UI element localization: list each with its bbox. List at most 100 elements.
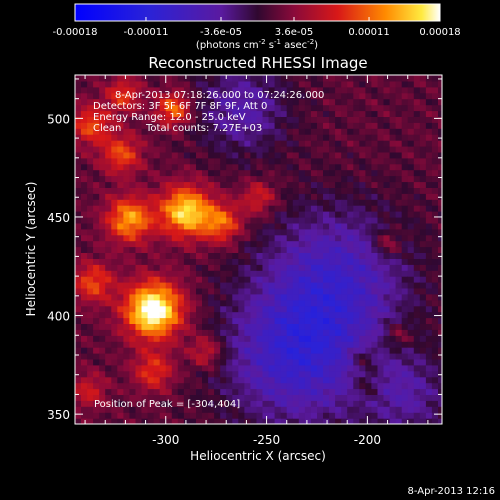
heatmap-cell: [147, 80, 155, 88]
heatmap-cell: [196, 311, 203, 319]
heatmap-cell: [365, 287, 372, 295]
heatmap-cell: [274, 199, 282, 206]
heatmap-cell: [280, 157, 288, 165]
heatmap-cell: [208, 146, 215, 153]
heatmap-cell: [347, 388, 354, 395]
heatmap-cell: [117, 75, 124, 82]
heatmap-cell: [75, 140, 82, 147]
heatmap-cell: [401, 116, 409, 123]
heatmap-cell: [202, 222, 209, 230]
heatmap-cell: [286, 252, 294, 259]
heatmap-cell: [401, 382, 409, 390]
heatmap-cell: [183, 246, 191, 253]
heatmap-cell: [274, 211, 282, 218]
heatmap-cell: [165, 199, 173, 206]
heatmap-cell: [196, 299, 203, 307]
heatmap-cell: [389, 234, 397, 242]
heatmap-cell: [371, 169, 378, 177]
heatmap-cell: [389, 370, 397, 378]
heatmap-cell: [123, 75, 130, 82]
heatmap-cell: [123, 217, 130, 224]
heatmap-cell: [407, 75, 415, 82]
heatmap-cell: [317, 353, 324, 360]
heatmap-cell: [383, 157, 391, 165]
heatmap-cell: [99, 110, 106, 117]
heatmap-cell: [310, 394, 318, 401]
heatmap-cell: [407, 406, 415, 413]
heatmap-cell: [377, 205, 385, 212]
heatmap-cell: [274, 228, 282, 236]
heatmap-cell: [177, 163, 185, 171]
heatmap-cell: [407, 353, 415, 360]
heatmap-cell: [371, 323, 378, 330]
heatmap-cell: [431, 364, 439, 372]
heatmap-cell: [341, 181, 348, 188]
heatmap-cell: [335, 394, 342, 401]
heatmap-cell: [353, 116, 360, 123]
heatmap-cell: [310, 353, 318, 360]
heatmap-cell: [389, 358, 397, 366]
heatmap-cell: [413, 163, 421, 171]
heatmap-cell: [371, 353, 378, 360]
heatmap-cell: [286, 211, 294, 218]
heatmap-cell: [335, 86, 342, 94]
heatmap-cell: [365, 134, 372, 141]
heatmap-cell: [135, 341, 143, 348]
heatmap-cell: [75, 211, 82, 218]
heatmap-cell: [407, 282, 415, 289]
heatmap-cell: [244, 323, 251, 330]
heatmap-cell: [310, 406, 318, 413]
heatmap-cell: [286, 305, 294, 313]
heatmap-cell: [153, 122, 161, 129]
heatmap-cell: [298, 264, 306, 271]
heatmap-cell: [365, 311, 372, 319]
heatmap-cell: [244, 293, 251, 301]
heatmap-cell: [105, 110, 112, 117]
heatmap-cell: [202, 128, 209, 135]
heatmap-cell: [425, 134, 433, 141]
heatmap-cell: [292, 86, 300, 94]
heatmap-cell: [226, 335, 233, 342]
heatmap-cell: [105, 364, 112, 372]
heatmap-cell: [123, 157, 130, 165]
heatmap-cell: [111, 205, 118, 212]
heatmap-cell: [99, 376, 106, 384]
heatmap-cell: [159, 134, 167, 141]
heatmap-cell: [196, 341, 203, 348]
heatmap-cell: [323, 311, 330, 319]
heatmap-cell: [304, 151, 312, 159]
heatmap-cell: [304, 276, 312, 283]
heatmap-cell: [431, 394, 439, 401]
heatmap-cell: [75, 323, 82, 330]
heatmap-cell: [129, 98, 136, 106]
heatmap-cell: [171, 406, 179, 413]
heatmap-cell: [280, 240, 288, 248]
heatmap-cell: [123, 128, 130, 135]
heatmap-cell: [153, 181, 161, 188]
heatmap-cell: [159, 335, 167, 342]
heatmap-cell: [87, 412, 94, 419]
heatmap-cell: [280, 370, 288, 378]
heatmap-cell: [377, 388, 385, 395]
heatmap-cell: [129, 412, 136, 419]
heatmap-cell: [335, 282, 342, 289]
heatmap-cell: [202, 246, 209, 253]
heatmap-cell: [93, 104, 100, 112]
heatmap-cell: [244, 358, 251, 366]
heatmap-cell: [183, 264, 191, 271]
heatmap-cell: [214, 252, 221, 259]
heatmap-cell: [123, 181, 130, 188]
heatmap-cell: [189, 305, 197, 313]
heatmap-cell: [244, 193, 251, 200]
heatmap-cell: [153, 98, 161, 106]
heatmap-cell: [99, 98, 106, 106]
heatmap-cell: [87, 287, 94, 295]
heatmap-cell: [196, 181, 203, 188]
heatmap-cell: [365, 323, 372, 330]
heatmap-cell: [99, 222, 106, 230]
heatmap-cell: [359, 151, 366, 159]
heatmap-cell: [250, 418, 257, 424]
heatmap-cell: [310, 234, 318, 242]
heatmap-cell: [171, 110, 179, 117]
heatmap-cell: [250, 205, 257, 212]
